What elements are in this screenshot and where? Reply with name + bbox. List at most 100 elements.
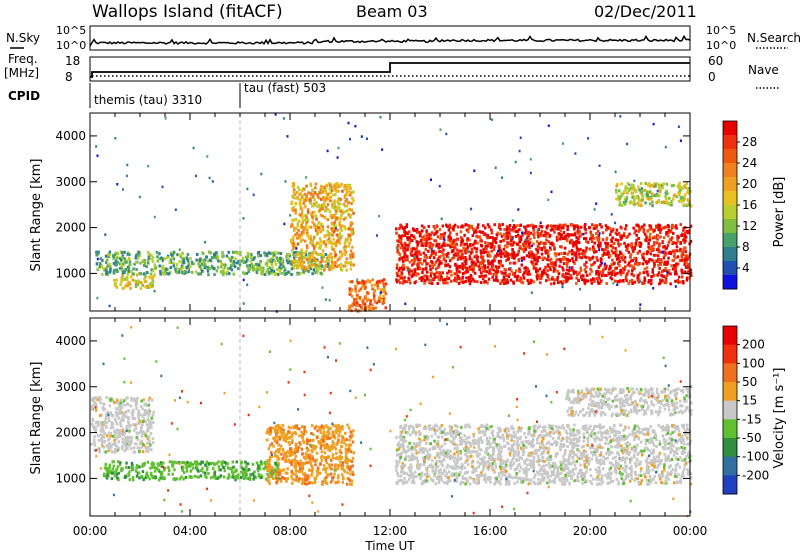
power-cell: [556, 275, 559, 279]
power-cell: [549, 242, 552, 246]
velocity-cell: [112, 399, 115, 403]
power-cell: [418, 260, 422, 264]
power-cell: [337, 233, 341, 237]
velocity-cell: [126, 415, 129, 419]
cpid-label: CPID: [8, 89, 40, 103]
velocity-cell: [279, 479, 283, 483]
power-cell: [639, 245, 642, 248]
velocity-cell: [127, 423, 131, 427]
power-cell: [548, 234, 552, 237]
power-cell: [290, 267, 294, 271]
power-cell: [544, 249, 547, 253]
velocity-cell: [284, 455, 288, 459]
power-cell: [471, 234, 474, 238]
velocity-cell: [248, 477, 252, 481]
power-cell: [623, 260, 627, 264]
velocity-cell: [100, 428, 103, 432]
power-cell: [215, 269, 219, 273]
power-cell: [629, 186, 633, 190]
power-cell: [369, 302, 372, 306]
velocity-cell: [135, 406, 138, 410]
power-cell: [468, 250, 470, 253]
velocity-cell: [148, 411, 151, 415]
power-cell: [667, 271, 670, 275]
power-cell: [376, 287, 380, 291]
power-cell: [412, 273, 415, 277]
power-cell: [321, 259, 325, 263]
power-cell: [324, 190, 328, 194]
power-cell: [600, 262, 603, 265]
power-cell: [446, 254, 449, 258]
power-cell: [150, 257, 154, 261]
power-cell: [481, 261, 485, 265]
power-cell: [187, 270, 191, 274]
power-cell: [313, 222, 316, 226]
power-cell: [420, 241, 423, 245]
power-cell: [348, 241, 351, 245]
power-cell: [567, 272, 570, 276]
power-cell: [296, 224, 299, 228]
velocity-cell: [148, 440, 151, 444]
power-cell: [438, 184, 441, 188]
power-cell: [311, 215, 314, 219]
velocity-cell: [99, 401, 103, 405]
power-cell: [430, 237, 433, 241]
power-cell: [611, 273, 614, 276]
power-cell: [401, 259, 405, 263]
power-cell: [310, 260, 313, 264]
power-cell: [178, 260, 181, 264]
velocity-cell: [234, 468, 237, 472]
power-cell: [97, 250, 101, 254]
power-cell: [544, 272, 548, 276]
power-cell: [667, 269, 671, 273]
power-cell: [246, 258, 249, 262]
power-cell: [667, 228, 670, 232]
power-cell: [348, 280, 351, 284]
velocity-cell: [126, 420, 130, 424]
power-cell: [635, 233, 638, 237]
velocity-cell: [110, 397, 113, 401]
power-cell: [596, 280, 600, 284]
power-colorbar-tick-label: 28: [742, 135, 757, 149]
power-cell: [566, 228, 569, 232]
velocity-cell: [313, 447, 317, 451]
power-cell: [482, 251, 485, 255]
power-cell: [373, 283, 377, 287]
power-cell: [583, 263, 586, 267]
power-colorbar-swatch: [723, 219, 737, 234]
power-cell: [595, 250, 598, 254]
velocity-cell: [303, 482, 307, 486]
power-cell: [213, 253, 217, 256]
velocity-cell: [231, 460, 235, 464]
power-cell: [151, 256, 155, 260]
power-cell: [470, 258, 473, 262]
power-cell: [463, 265, 467, 269]
power-cell: [684, 250, 687, 254]
power-cell: [643, 188, 647, 192]
power-cell: [444, 264, 448, 268]
power-cell: [596, 244, 600, 248]
power-cell: [416, 243, 419, 247]
power-cell: [575, 276, 578, 280]
power-cell: [326, 225, 330, 229]
power-cell: [335, 181, 339, 185]
power-cell: [660, 260, 664, 264]
power-cell: [109, 269, 112, 273]
power-cell: [462, 246, 465, 250]
power-cell: [358, 295, 362, 299]
power-cell: [590, 281, 593, 285]
power-cell: [197, 272, 200, 276]
power-cell: [677, 280, 680, 284]
power-cell: [688, 255, 691, 259]
power-cell: [453, 223, 457, 227]
power-cell: [398, 227, 401, 230]
power-cell: [633, 202, 637, 206]
velocity-cell: [294, 468, 298, 472]
velocity-cell: [256, 469, 260, 473]
velocity-cell: [135, 442, 138, 446]
velocity-cell: [329, 472, 333, 476]
velocity-heatmap: [90, 322, 693, 518]
power-cell: [609, 271, 613, 275]
power-cell: [490, 228, 493, 232]
power-cell: [144, 275, 147, 279]
